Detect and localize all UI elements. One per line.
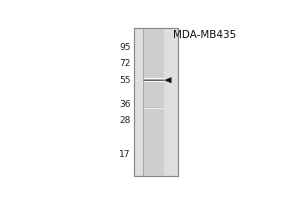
Bar (134, 28, 178, 176)
Text: 17: 17 (119, 150, 130, 159)
Bar (143, 28, 164, 176)
Text: 95: 95 (119, 43, 130, 52)
Text: 28: 28 (119, 116, 130, 125)
Text: 55: 55 (119, 76, 130, 85)
Text: MDA-MB435: MDA-MB435 (173, 30, 236, 40)
Text: 72: 72 (119, 59, 130, 68)
Polygon shape (165, 78, 171, 83)
Text: 36: 36 (119, 100, 130, 109)
